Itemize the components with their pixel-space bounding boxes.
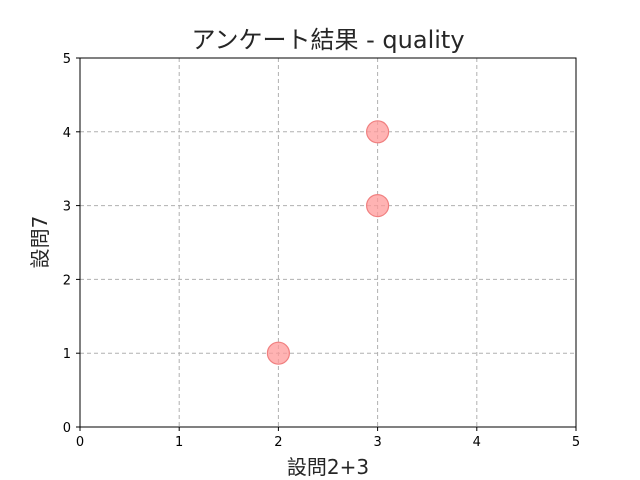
x-tick-label: 2: [274, 435, 282, 450]
scatter-point: [266, 341, 290, 365]
y-tick-label: 4: [63, 126, 71, 141]
x-tick-label: 5: [572, 435, 580, 450]
grid-lines: [79, 57, 577, 428]
x-axis-label: 設問2+3: [287, 455, 369, 479]
x-tick-label: 0: [76, 435, 84, 450]
x-tick-label: 4: [473, 435, 481, 450]
data-points: [266, 120, 390, 365]
y-tick-label: 1: [63, 347, 71, 362]
y-tick-label: 0: [63, 421, 71, 436]
y-tick-label: 3: [63, 200, 71, 215]
x-tick-label: 3: [373, 435, 381, 450]
y-axis-label: 設問7: [28, 216, 52, 269]
chart-title: アンケート結果 - quality: [191, 26, 464, 54]
y-tick-label: 5: [63, 52, 71, 67]
y-tick-label: 2: [63, 273, 71, 288]
x-tick-label: 1: [175, 435, 183, 450]
scatter-point: [366, 120, 390, 144]
axis-ticks: 0 1 2 3 4 5 0 1 2 3 4 5: [63, 52, 580, 450]
scatter-point: [366, 194, 390, 218]
plot-frame: [79, 57, 577, 428]
